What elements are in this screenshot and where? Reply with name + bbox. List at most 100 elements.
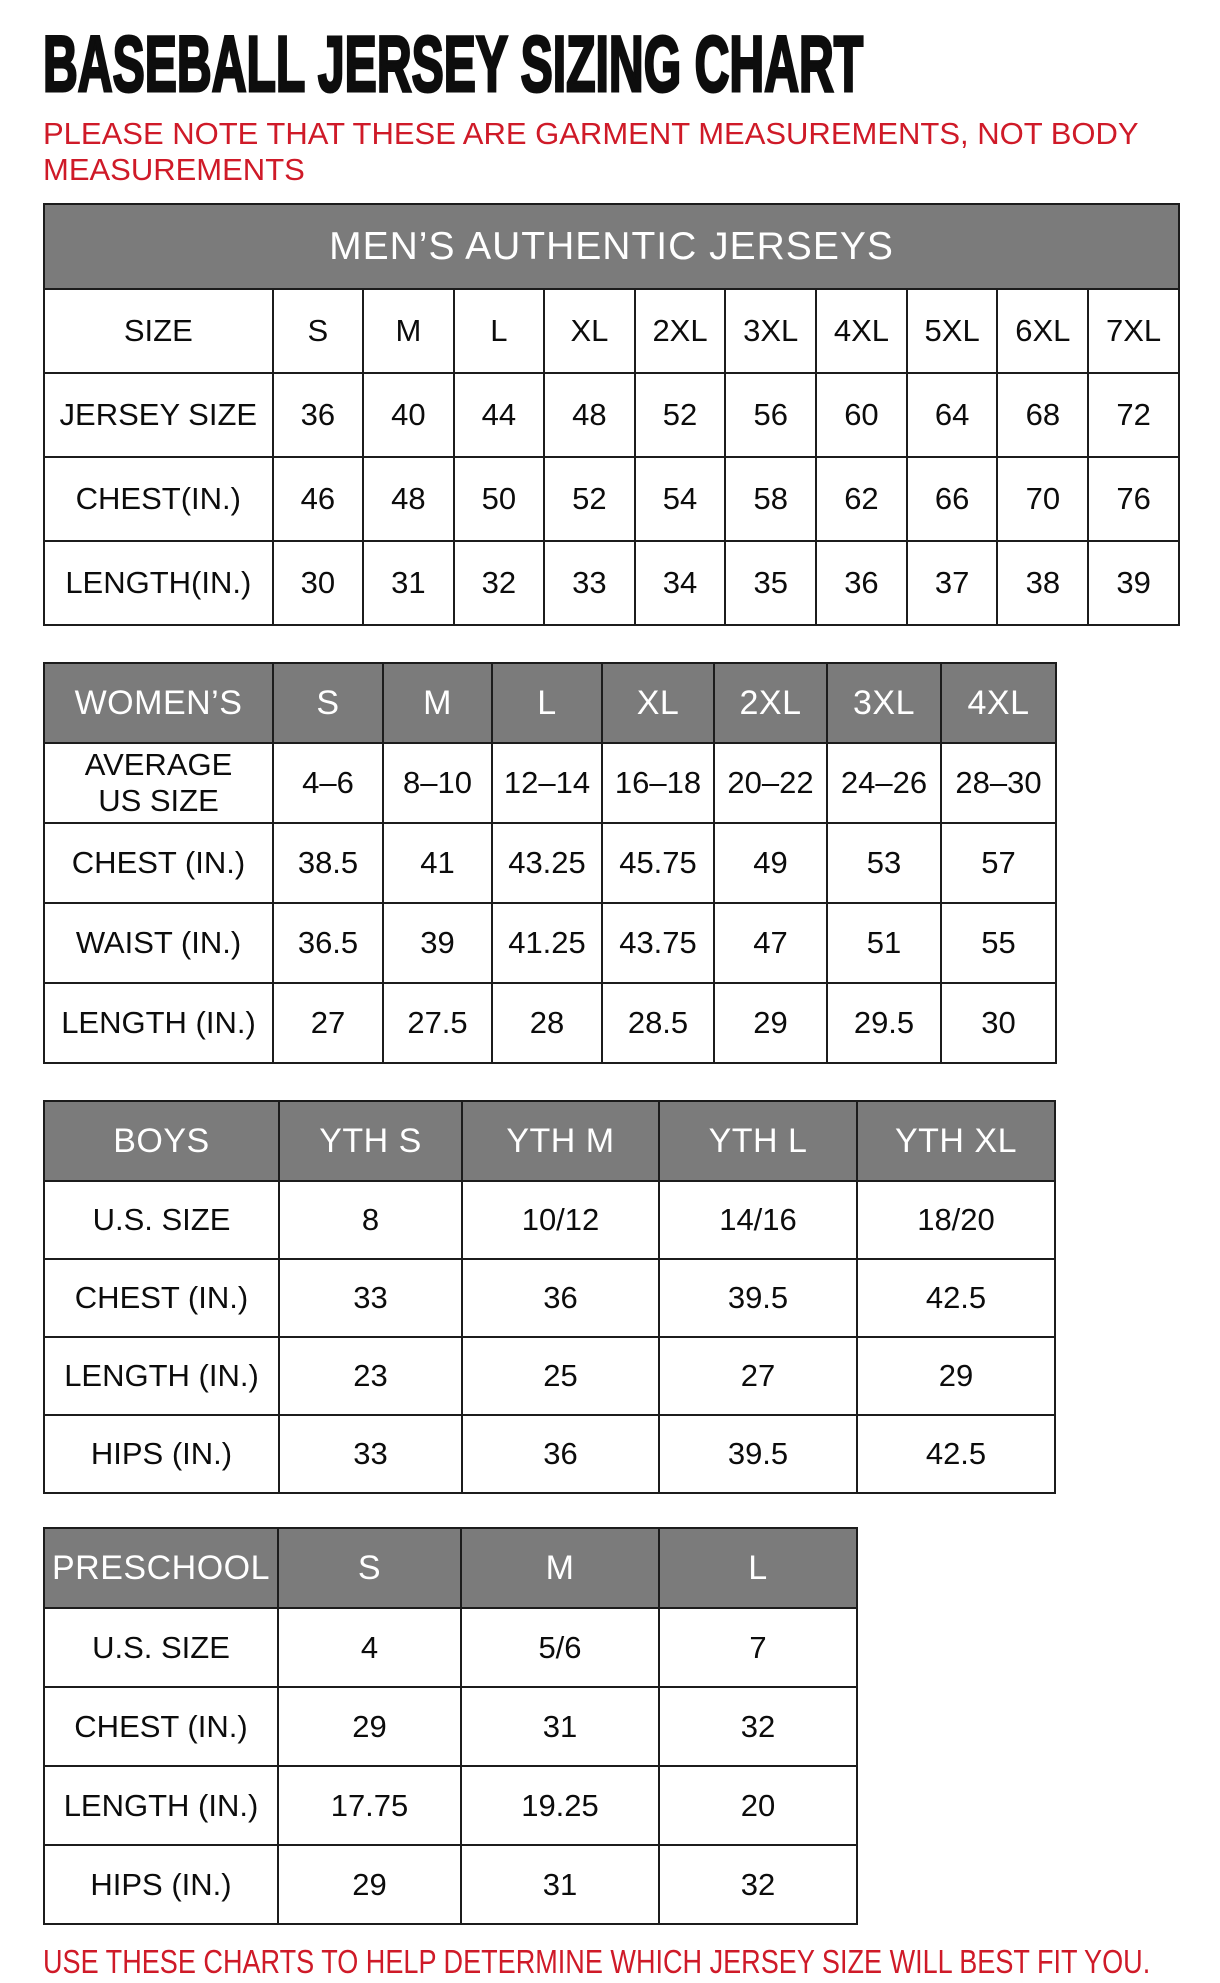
preschool-value-cell: 29 <box>277 1686 462 1768</box>
page-title-text: BASEBALL JERSEY SIZING CHART <box>42 19 864 108</box>
mens-value-cell: 52 <box>633 372 727 459</box>
womens-value-cell: 36.5 <box>272 902 384 985</box>
boys-row-label: HIPS (IN.) <box>43 1414 280 1495</box>
mens-value-cell: 56 <box>724 372 818 459</box>
womens-value-cell: 27 <box>272 982 384 1065</box>
boys-sizing-table: BOYS YTH S YTH M YTH L YTH XL U.S. SIZE 8 10/12… <box>43 1100 1056 1495</box>
womens-header-size-col: 4XL <box>940 662 1057 745</box>
mens-value-cell: 36 <box>815 540 908 627</box>
mens-row-label: LENGTH(IN.) <box>43 540 274 627</box>
preschool-table-row: HIPS (IN.) 29 31 32 <box>43 1844 858 1926</box>
womens-table-row: AVERAGE US SIZE 4–6 8–10 12–14 16–18 20–22 24–… <box>43 742 1057 825</box>
womens-value-cell: 20–22 <box>713 742 828 825</box>
womens-sizing-table: WOMEN’S S M L XL 2XL 3XL 4XL AVERAGE US SIZE 4–6 8… <box>43 662 1057 1065</box>
boys-row-label: U.S. SIZE <box>43 1180 280 1261</box>
boys-header-size-col: YTH L <box>658 1100 858 1183</box>
womens-value-cell: 30 <box>940 982 1057 1065</box>
boys-row-label: CHEST (IN.) <box>43 1258 280 1339</box>
boys-value-cell: 39.5 <box>658 1258 858 1339</box>
womens-value-cell: 8–10 <box>382 742 493 825</box>
womens-value-cell: 38.5 <box>272 822 384 905</box>
womens-row-label: CHEST (IN.) <box>43 822 274 905</box>
boys-value-cell: 23 <box>278 1336 463 1417</box>
mens-table-banner: MEN’S AUTHENTIC JERSEYS <box>43 203 1180 291</box>
womens-header-size-col: L <box>491 662 603 745</box>
mens-value-cell: 62 <box>815 456 908 543</box>
boys-value-cell: 42.5 <box>856 1258 1056 1339</box>
boys-value-cell: 42.5 <box>856 1414 1056 1495</box>
preschool-value-cell: 31 <box>460 1686 660 1768</box>
womens-header-size-col: S <box>272 662 384 745</box>
boys-value-cell: 36 <box>461 1258 660 1339</box>
mens-value-cell: S <box>271 288 365 375</box>
mens-value-cell: 32 <box>452 540 546 627</box>
mens-value-cell: 34 <box>633 540 727 627</box>
mens-value-cell: 6XL <box>996 288 1090 375</box>
mens-table-row: JERSEY SIZE 36 40 44 48 52 56 60 64 68 72 <box>43 372 1180 459</box>
womens-value-cell: 28.5 <box>601 982 715 1065</box>
womens-header-label: WOMEN’S <box>43 662 274 745</box>
mens-value-cell: 68 <box>996 372 1090 459</box>
womens-value-cell: 51 <box>826 902 942 985</box>
mens-value-cell: 3XL <box>724 288 818 375</box>
womens-header-size-col: XL <box>601 662 715 745</box>
preschool-row-label: CHEST (IN.) <box>43 1686 279 1768</box>
preschool-table-row: U.S. SIZE 4 5/6 7 <box>43 1607 858 1689</box>
womens-value-cell: 12–14 <box>491 742 603 825</box>
footer-note: USE THESE CHARTS TO HELP DETERMINE WHICH… <box>43 1943 1180 1983</box>
womens-value-cell: 47 <box>713 902 828 985</box>
mens-value-cell: 40 <box>362 372 455 459</box>
mens-value-cell: 30 <box>271 540 365 627</box>
preschool-table-row: LENGTH (IN.) 17.75 19.25 20 <box>43 1765 858 1847</box>
womens-value-cell: 43.75 <box>601 902 715 985</box>
preschool-value-cell: 31 <box>460 1844 660 1926</box>
mens-value-cell: 44 <box>452 372 546 459</box>
boys-value-cell: 39.5 <box>658 1414 858 1495</box>
boys-value-cell: 8 <box>278 1180 463 1261</box>
mens-value-cell: 50 <box>452 456 546 543</box>
womens-value-cell: 53 <box>826 822 942 905</box>
womens-header-size-col: 2XL <box>713 662 828 745</box>
boys-table-row: LENGTH (IN.) 23 25 27 29 <box>43 1336 1056 1417</box>
boys-table-row: HIPS (IN.) 33 36 39.5 42.5 <box>43 1414 1056 1495</box>
mens-value-cell: 35 <box>724 540 818 627</box>
womens-value-cell: 24–26 <box>826 742 942 825</box>
boys-value-cell: 36 <box>461 1414 660 1495</box>
mens-value-cell: 46 <box>271 456 365 543</box>
boys-value-cell: 14/16 <box>658 1180 858 1261</box>
mens-value-cell: 2XL <box>633 288 727 375</box>
mens-value-cell: 5XL <box>905 288 999 375</box>
womens-table-row: LENGTH (IN.) 27 27.5 28 28.5 29 29.5 30 <box>43 982 1057 1065</box>
preschool-header-size-col: L <box>658 1527 858 1610</box>
mens-value-cell: 39 <box>1087 540 1180 627</box>
womens-row-label: LENGTH (IN.) <box>43 982 274 1065</box>
mens-value-cell: 48 <box>543 372 636 459</box>
preschool-value-cell: 20 <box>658 1765 858 1847</box>
mens-value-cell: 54 <box>633 456 727 543</box>
preschool-value-cell: 32 <box>658 1686 858 1768</box>
preschool-row-label: LENGTH (IN.) <box>43 1765 279 1847</box>
mens-value-cell: 33 <box>543 540 636 627</box>
mens-value-cell: L <box>452 288 546 375</box>
boys-value-cell: 10/12 <box>461 1180 660 1261</box>
mens-row-label: SIZE <box>43 288 274 375</box>
womens-value-cell: 16–18 <box>601 742 715 825</box>
mens-value-cell: XL <box>543 288 636 375</box>
preschool-row-label: U.S. SIZE <box>43 1607 279 1689</box>
womens-value-cell: 29 <box>713 982 828 1065</box>
mens-value-cell: 60 <box>815 372 908 459</box>
page-title: BASEBALL JERSEY SIZING CHART <box>42 19 1180 108</box>
womens-value-cell: 41.25 <box>491 902 603 985</box>
mens-value-cell: 58 <box>724 456 818 543</box>
womens-value-cell: 55 <box>940 902 1057 985</box>
mens-value-cell: 38 <box>996 540 1090 627</box>
garment-measurements-note: PLEASE NOTE THAT THESE ARE GARMENT MEASU… <box>43 116 1139 187</box>
mens-value-cell: 37 <box>905 540 999 627</box>
preschool-header-size-col: M <box>460 1527 660 1610</box>
womens-value-cell: 43.25 <box>491 822 603 905</box>
womens-row-label: WAIST (IN.) <box>43 902 274 985</box>
preschool-value-cell: 7 <box>658 1607 858 1689</box>
mens-value-cell: 76 <box>1087 456 1180 543</box>
mens-value-cell: 64 <box>905 372 999 459</box>
